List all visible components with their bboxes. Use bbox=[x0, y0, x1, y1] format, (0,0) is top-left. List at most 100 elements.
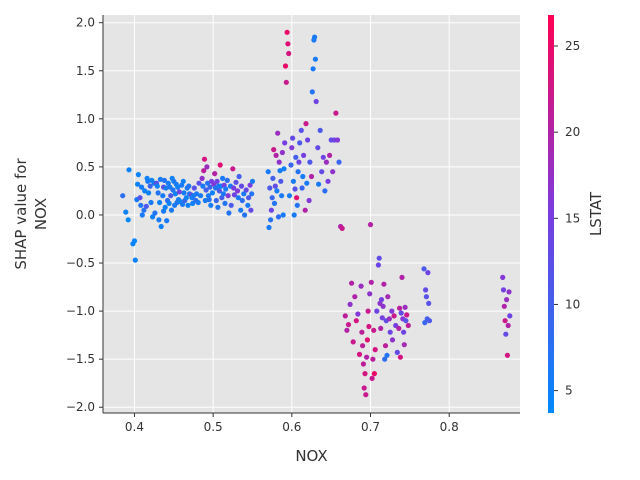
data-point bbox=[194, 191, 200, 197]
data-point bbox=[391, 313, 397, 319]
data-point bbox=[339, 225, 345, 231]
data-point bbox=[380, 303, 386, 309]
y-tick-label: 0.0 bbox=[76, 208, 95, 222]
plot-area bbox=[103, 15, 520, 413]
data-point bbox=[285, 41, 291, 47]
data-point bbox=[403, 318, 409, 324]
data-point bbox=[319, 169, 325, 175]
data-point bbox=[296, 159, 302, 165]
data-point bbox=[394, 349, 400, 355]
x-tick-label: 0.5 bbox=[204, 420, 223, 434]
data-point bbox=[179, 182, 185, 188]
data-point bbox=[268, 207, 274, 213]
data-point bbox=[137, 195, 143, 201]
data-point bbox=[243, 187, 249, 193]
data-point bbox=[212, 171, 218, 177]
data-point bbox=[291, 212, 297, 218]
data-point bbox=[342, 313, 348, 319]
data-point bbox=[246, 195, 252, 201]
data-point bbox=[402, 304, 408, 310]
data-point bbox=[367, 222, 374, 228]
data-point bbox=[233, 179, 239, 185]
data-point bbox=[366, 323, 372, 330]
data-point bbox=[148, 199, 154, 206]
data-point bbox=[379, 315, 385, 321]
data-point bbox=[265, 169, 271, 175]
data-point bbox=[196, 180, 202, 186]
data-point bbox=[359, 329, 365, 335]
data-point bbox=[349, 280, 355, 286]
data-point bbox=[283, 79, 289, 85]
data-point bbox=[317, 127, 323, 133]
data-point bbox=[286, 193, 293, 199]
data-point bbox=[247, 182, 253, 188]
data-point bbox=[154, 183, 160, 189]
data-point bbox=[239, 197, 245, 204]
data-point bbox=[323, 159, 329, 165]
data-point bbox=[364, 354, 370, 360]
data-point bbox=[308, 173, 315, 180]
data-point bbox=[269, 195, 275, 201]
data-point bbox=[147, 183, 153, 189]
data-point bbox=[426, 318, 433, 324]
data-point bbox=[176, 189, 182, 195]
data-point bbox=[170, 187, 176, 193]
data-point bbox=[422, 320, 428, 326]
data-point bbox=[347, 301, 353, 307]
data-point bbox=[300, 173, 306, 180]
data-point bbox=[290, 135, 296, 141]
data-point bbox=[313, 98, 319, 105]
data-point bbox=[290, 178, 296, 184]
data-point bbox=[279, 149, 285, 156]
data-point bbox=[371, 327, 377, 333]
data-point bbox=[423, 294, 429, 300]
data-point bbox=[353, 318, 359, 324]
data-point bbox=[307, 159, 313, 165]
data-point bbox=[301, 152, 307, 158]
data-point bbox=[241, 191, 247, 197]
data-points bbox=[120, 29, 513, 398]
data-point bbox=[398, 310, 404, 316]
data-point bbox=[214, 178, 220, 184]
data-point bbox=[385, 294, 391, 300]
data-point bbox=[500, 274, 506, 280]
data-point bbox=[135, 181, 141, 187]
data-point bbox=[145, 178, 151, 184]
data-point bbox=[271, 200, 278, 206]
data-point bbox=[378, 297, 385, 303]
data-point bbox=[350, 339, 356, 345]
data-point bbox=[276, 159, 282, 165]
data-point bbox=[161, 177, 167, 183]
data-point bbox=[273, 152, 279, 158]
data-point bbox=[204, 164, 210, 170]
data-point bbox=[297, 140, 303, 146]
data-point bbox=[362, 371, 368, 377]
data-point bbox=[179, 201, 186, 207]
data-point bbox=[183, 195, 189, 201]
data-point bbox=[215, 204, 221, 210]
data-point bbox=[367, 291, 373, 297]
data-point bbox=[309, 89, 315, 95]
data-point bbox=[504, 352, 510, 358]
data-point bbox=[381, 281, 387, 287]
data-point bbox=[220, 175, 226, 181]
data-point bbox=[168, 193, 174, 199]
data-point bbox=[135, 172, 141, 178]
colorbar-tick-label: 10 bbox=[565, 297, 580, 311]
data-point bbox=[336, 159, 342, 165]
data-point bbox=[138, 202, 144, 208]
colorbar-title: LSTAT bbox=[587, 191, 605, 236]
data-point bbox=[143, 203, 149, 209]
data-point bbox=[310, 66, 316, 72]
data-point bbox=[219, 195, 225, 201]
data-point bbox=[370, 356, 376, 362]
data-point bbox=[327, 152, 333, 158]
y-axis-title-line-1: SHAP value for bbox=[12, 158, 30, 270]
data-point bbox=[277, 168, 283, 174]
data-point bbox=[267, 185, 273, 191]
data-point bbox=[365, 308, 371, 314]
data-point bbox=[282, 63, 289, 69]
data-point bbox=[270, 175, 276, 181]
y-axis-title-line-2: NOX bbox=[32, 198, 50, 230]
